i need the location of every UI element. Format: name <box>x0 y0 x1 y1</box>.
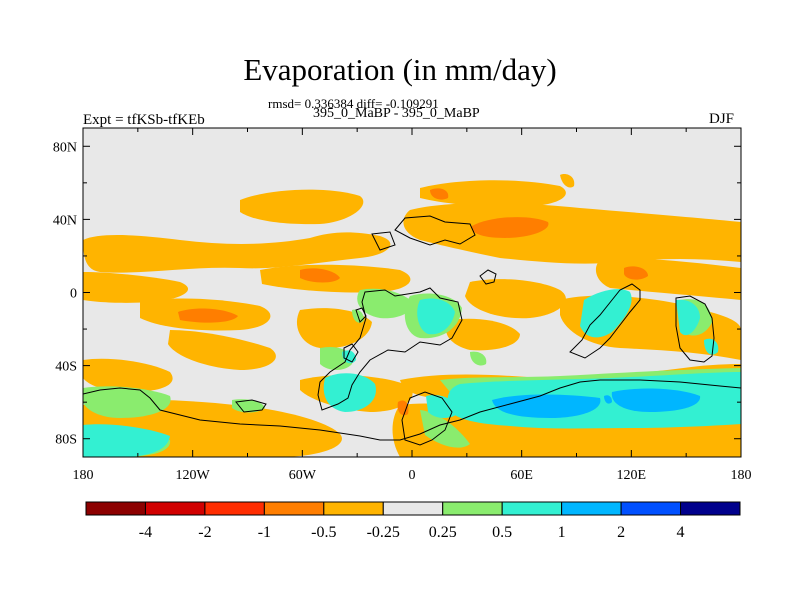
colorbar-label: 4 <box>677 524 685 541</box>
colorbar-label: 2 <box>617 524 625 541</box>
colorbar-box <box>204 501 265 516</box>
evaporation-map: 180 120W 60W 0 60E 120E 180 80N 40N 0 40S 80S <box>53 127 752 483</box>
season-label: DJF <box>709 111 735 127</box>
strong-positive-anomaly-regions <box>492 388 701 418</box>
plot-title: Evaporation (in mm/day) <box>243 52 557 87</box>
colorbar-box <box>501 501 563 516</box>
y-tick-label: 40S <box>55 360 77 375</box>
colorbar-box <box>620 501 682 516</box>
subtitle: 395_0_MaBP - 395_0_MaBP <box>313 106 480 121</box>
colorbar-box <box>382 501 444 516</box>
colorbar-label: 0.5 <box>492 524 512 541</box>
field-shading <box>83 174 741 457</box>
colorbar-box <box>323 501 384 516</box>
colorbar-label: -1 <box>258 524 271 541</box>
colorbar-box <box>263 501 325 516</box>
experiment-label: Expt = tfKSb-tfKEb <box>83 112 205 128</box>
colorbar-box <box>144 501 206 516</box>
colorbar-label: -4 <box>139 524 152 541</box>
continent-outlines <box>83 215 741 446</box>
x-tick-label: 120W <box>176 468 211 483</box>
colorbar: -4 -2 -1 -0.5 -0.25 0.25 0.5 1 2 4 <box>85 501 741 541</box>
x-tick-label: 120E <box>617 468 647 483</box>
colorbar-box <box>680 501 741 516</box>
strong-negative-anomaly-regions <box>178 188 648 416</box>
colorbar-label: -0.25 <box>367 524 400 541</box>
y-tick-label: 80S <box>55 433 77 448</box>
y-tick-label: 0 <box>70 287 77 302</box>
colorbar-box <box>85 501 146 516</box>
y-tick-label: 80N <box>53 140 77 155</box>
x-tick-label: 180 <box>731 468 752 483</box>
colorbar-label: 0.25 <box>429 524 457 541</box>
x-tick-label: 180 <box>73 468 94 483</box>
axis-ticks: 180 120W 60W 0 60E 120E 180 80N 40N 0 40S 80S <box>53 128 752 483</box>
stats-label: rmsd= 0.336384 diff= -0.109291 <box>268 96 439 111</box>
colorbar-box <box>561 501 622 516</box>
colorbar-box <box>442 501 503 516</box>
colorbar-label: -0.5 <box>311 524 336 541</box>
colorbar-label: 1 <box>558 524 566 541</box>
y-tick-label: 40N <box>53 213 77 228</box>
x-tick-label: 0 <box>409 468 416 483</box>
colorbar-label: -2 <box>198 524 211 541</box>
x-tick-label: 60W <box>289 468 317 483</box>
x-tick-label: 60E <box>510 468 533 483</box>
